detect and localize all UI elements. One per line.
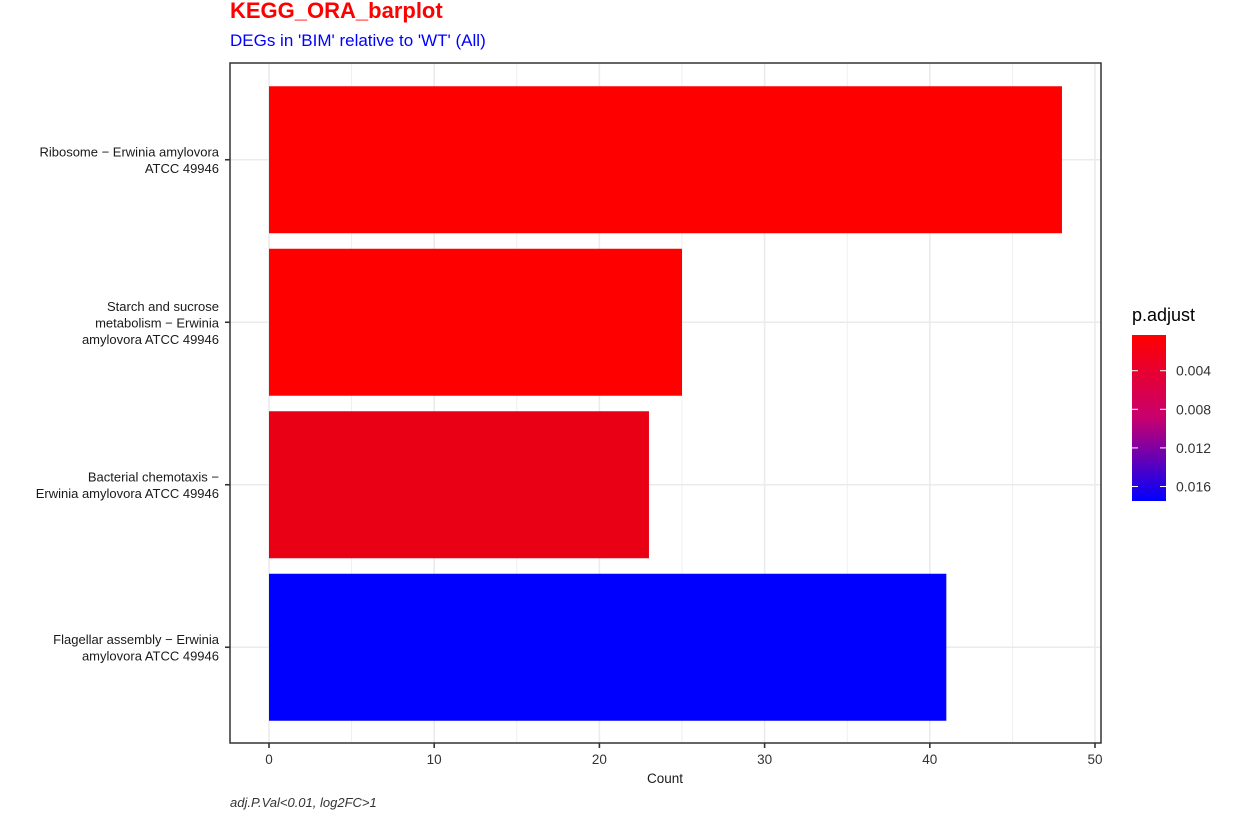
legend-title: p.adjust	[1132, 305, 1195, 325]
y-axis: Ribosome − Erwinia amylovora ATCC 49946 St…	[36, 145, 230, 664]
legend-tick-label: 0.016	[1176, 479, 1211, 495]
bar	[269, 411, 649, 559]
y-tick-label: Starch and sucrose metabolism − Erwinia am…	[82, 299, 220, 347]
chart-subtitle: DEGs in 'BIM' relative to 'WT' (All)	[230, 31, 486, 50]
plot-panel-border	[229, 62, 1102, 744]
x-tick-label: 20	[592, 752, 607, 767]
bar	[269, 573, 947, 721]
y-tick-label: Ribosome − Erwinia amylovora ATCC 49946	[39, 145, 219, 177]
y-tick-label: Flagellar assembly − Erwinia amylovora AT…	[53, 632, 220, 664]
legend-tick-label: 0.008	[1176, 401, 1211, 417]
chart-caption: adj.P.Val<0.01, log2FC>1	[230, 795, 377, 810]
x-tick-label: 50	[1087, 752, 1102, 767]
legend-colorbar	[1132, 335, 1166, 501]
legend-tick-label: 0.012	[1176, 440, 1211, 456]
bars	[269, 86, 1062, 721]
x-tick-label: 40	[922, 752, 937, 767]
y-tick-label: Bacterial chemotaxis − Erwinia amylovora …	[36, 470, 219, 502]
legend-tick-label: 0.004	[1176, 363, 1211, 379]
x-axis: 0 10 20 30 40 50	[265, 743, 1103, 767]
x-tick-label: 10	[427, 752, 442, 767]
x-axis-title: Count	[647, 771, 683, 786]
legend: p.adjust 0.004 0.008 0.012 0.016	[1132, 305, 1211, 501]
bar	[269, 248, 682, 396]
chart-title: KEGG_ORA_barplot	[230, 0, 443, 23]
bar	[269, 86, 1062, 234]
legend-ticks: 0.004 0.008 0.012 0.016	[1132, 363, 1211, 495]
x-tick-label: 0	[265, 752, 273, 767]
x-tick-label: 30	[757, 752, 772, 767]
